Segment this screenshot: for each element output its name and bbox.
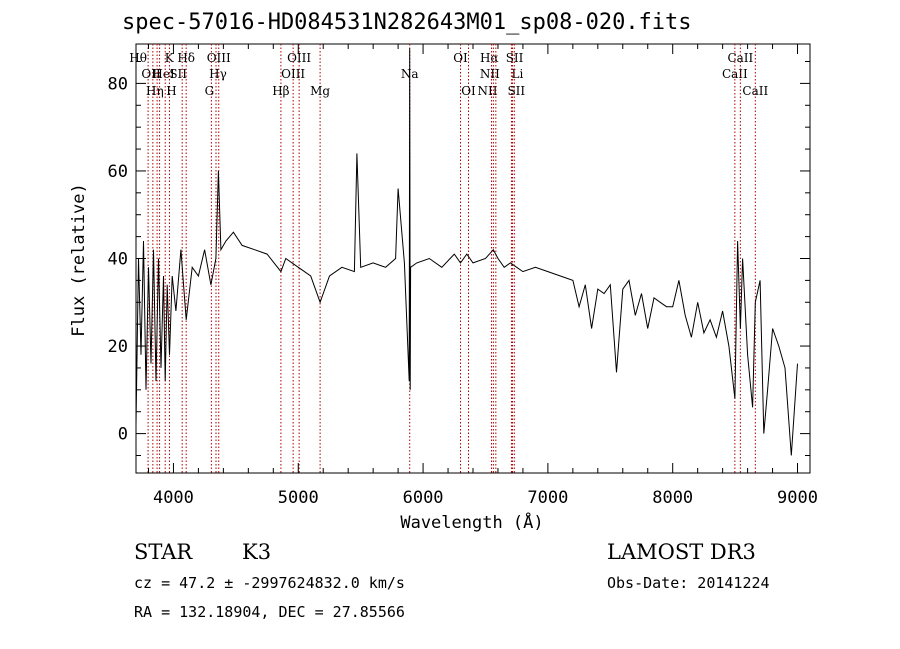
line-marker-label: CaII <box>727 51 753 65</box>
line-marker-layer: HθHηOIIHeIKHSIIHδGHγOIIIHβOIIIOIIIMgNaOI… <box>129 44 768 473</box>
line-marker-label: OI <box>453 51 468 65</box>
line-marker-label: OII <box>141 67 161 81</box>
x-tick-label: 7000 <box>527 488 568 508</box>
x-tick-label: 9000 <box>777 488 818 508</box>
page-title: spec-57016-HD084531N282643M01_sp08-020.f… <box>122 10 692 35</box>
object-subclass: K3 <box>242 540 272 564</box>
plot-frame <box>135 43 811 474</box>
line-marker-label: Hβ <box>272 84 289 98</box>
line-marker-label: NII <box>480 67 500 81</box>
obs-date-readout: Obs-Date: 20141224 <box>607 574 770 592</box>
line-marker-label: Hδ <box>177 51 195 65</box>
line-marker-label: Hγ <box>209 67 227 81</box>
survey-label: LAMOST DR3 <box>607 540 756 564</box>
x-tick-label: 8000 <box>652 488 693 508</box>
series-layer <box>135 48 798 456</box>
line-marker-label: NII <box>477 84 497 98</box>
x-axis-label: Wavelength (Å) <box>400 511 543 533</box>
line-marker-label: OI <box>461 84 476 98</box>
y-axis-label: Flux (relative) <box>69 183 89 337</box>
ticks-layer: 4000 5000 6000 7000 8000 9000 0 20 40 60 80 <box>108 44 818 508</box>
x-tick-label: 6000 <box>403 488 444 508</box>
line-marker-label: G <box>205 84 215 98</box>
object-class: STAR <box>134 540 193 564</box>
line-marker-label: Hθ <box>129 51 147 65</box>
line-marker-label: Hη <box>146 84 164 98</box>
line-marker-label: Hα <box>480 51 499 65</box>
line-marker-label: CaII <box>742 84 768 98</box>
y-tick-label: 60 <box>108 162 128 182</box>
line-marker-label: Mg <box>310 84 330 98</box>
y-tick-label: 0 <box>118 425 128 445</box>
x-tick-label: 5000 <box>278 488 319 508</box>
redshift-readout: cz = 47.2 ± -2997624832.0 km/s <box>134 574 405 592</box>
x-tick-label: 4000 <box>153 488 194 508</box>
line-marker-label: OIII <box>281 67 305 81</box>
coordinates-readout: RA = 132.18904, DEC = 27.85566 <box>134 603 405 621</box>
line-marker-label: CaII <box>722 67 748 81</box>
line-marker-label: H <box>166 84 176 98</box>
line-marker-label: HeI <box>152 67 175 81</box>
y-tick-label: 20 <box>108 337 128 357</box>
y-tick-label: 80 <box>108 74 128 94</box>
line-marker-label: OIII <box>287 51 311 65</box>
spectrum-series-line <box>135 48 798 456</box>
y-tick-label: 40 <box>108 250 128 270</box>
line-marker-label: SII <box>507 84 525 98</box>
line-marker-label: SII <box>169 67 187 81</box>
line-marker-label: OIII <box>207 51 231 65</box>
line-marker-label: Li <box>512 67 524 81</box>
